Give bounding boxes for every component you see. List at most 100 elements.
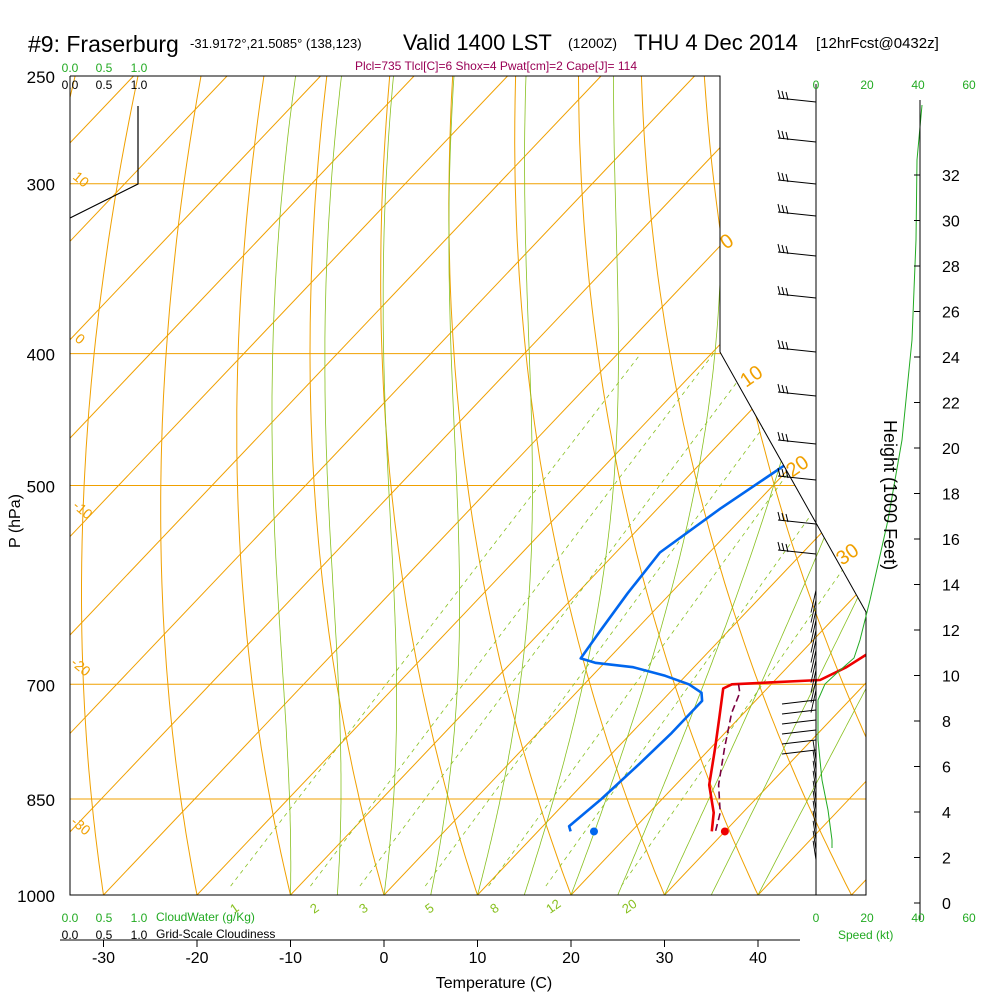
wind-barb-flag xyxy=(785,543,789,553)
isotherm-line xyxy=(70,76,321,895)
wind-barb xyxy=(812,740,817,761)
isotherm-line xyxy=(70,76,602,895)
cloud-cover-line xyxy=(69,106,139,219)
surface-dewpoint-dot xyxy=(589,827,598,836)
moist-adiabat-line xyxy=(430,76,461,895)
height-tick-label: 2 xyxy=(942,851,951,868)
wind-barb xyxy=(810,669,817,693)
cloudwater-scale-label: 0.5 xyxy=(96,61,113,75)
height-tick-label: 22 xyxy=(942,396,960,413)
dry-adiabat-label: -20 xyxy=(68,654,94,679)
temperature-tick-label: 40 xyxy=(749,950,767,967)
cloudiness-scale-label: 1.0 xyxy=(131,928,148,942)
wind-barb xyxy=(812,820,817,841)
dry-adiabat-label: -10 xyxy=(70,497,96,522)
cloud-scales: 0.0 0.5 1.0 0.0 0.5 1.0 0.0 0.5 1.0 0.0 0.5 1.0 xyxy=(62,61,148,942)
wind-barb xyxy=(812,780,817,801)
dry-adiabat-line xyxy=(577,76,759,895)
temperature-tick-label: -30 xyxy=(92,950,115,967)
wind-barb-flag xyxy=(785,205,789,215)
cloud-profile xyxy=(69,106,139,219)
temperature-line xyxy=(707,121,866,832)
mixing-ratio-label: 2 xyxy=(307,900,322,916)
height-tick-label: 32 xyxy=(942,168,960,185)
isotherm-line xyxy=(70,76,508,895)
valid-time: Valid 1400 LST xyxy=(403,30,552,55)
isotherm-line xyxy=(70,76,789,895)
cloudiness-scale-label: 0.5 xyxy=(96,78,113,92)
height-tick-label: 8 xyxy=(942,714,951,731)
pressure-tick-label: 850 xyxy=(27,791,55,810)
speed-scale-label: 20 xyxy=(860,911,874,925)
wind-barb-flag xyxy=(781,340,785,350)
temperature-tick-label: 20 xyxy=(562,950,580,967)
dry-adiabat-line xyxy=(448,76,572,895)
wind-barb-flag xyxy=(785,469,789,479)
height-tick-label: 6 xyxy=(942,760,951,777)
wind-barb-flag xyxy=(777,203,781,213)
moist-adiabat-line xyxy=(617,76,849,895)
temperature-tick-label: -20 xyxy=(185,950,208,967)
wind-barb xyxy=(810,679,817,703)
height-tick-label: 16 xyxy=(942,532,960,549)
parcel-line xyxy=(714,684,741,832)
moist-adiabat-line xyxy=(523,76,619,895)
speed-scales: 0 20 40 600 20 40 60 xyxy=(813,78,976,925)
wind-barb-flag xyxy=(777,89,781,99)
moist-adiabat-line xyxy=(271,76,300,895)
wind-barb xyxy=(812,810,817,831)
wind-barb-flag xyxy=(777,541,781,551)
surface-temperature-dot xyxy=(720,827,729,836)
wind-barb-flag xyxy=(785,513,789,523)
wind-barb-flag xyxy=(785,385,789,395)
wind-barb xyxy=(810,649,817,673)
pressure-axis-label: P (hPa) xyxy=(7,494,24,548)
dewpoint-line xyxy=(567,121,866,832)
wind-barb-flag xyxy=(781,384,785,394)
speed-scale-label: 40 xyxy=(911,78,925,92)
height-tick-label: 28 xyxy=(942,259,960,276)
wind-barb-flag xyxy=(781,90,785,100)
wind-barb xyxy=(810,589,817,613)
height-tick-label: 12 xyxy=(942,623,960,640)
wind-barb-flag xyxy=(777,511,781,521)
wind-barb xyxy=(781,729,817,735)
wind-barb-flag xyxy=(785,341,789,351)
height-tick-label: 4 xyxy=(942,805,951,822)
temperature-tick-label: 10 xyxy=(469,950,487,967)
temperature-tick-label: 0 xyxy=(380,950,389,967)
cloudiness-scale-label: 0.0 xyxy=(62,928,79,942)
pressure-ticks: 250 300 400 500 700 850 1000 xyxy=(17,68,55,906)
cloudwater-label: CloudWater (g/Kg) xyxy=(156,910,255,924)
height-tick-label: 24 xyxy=(942,350,960,367)
moist-adiabat-line xyxy=(324,76,345,895)
speed-scale-label: 40 xyxy=(911,911,925,925)
cloudiness-scale-label: 0.0 xyxy=(62,78,79,92)
dry-adiabat-line xyxy=(826,76,866,895)
wind-barb xyxy=(781,719,817,725)
moist-adiabat-line xyxy=(477,76,533,895)
isotherm-line xyxy=(70,76,695,895)
wind-barb xyxy=(810,659,817,683)
wind-barb-flag xyxy=(781,432,785,442)
wind-barb-flag xyxy=(785,131,789,141)
mixing-ratio-line xyxy=(424,353,818,887)
dry-adiabat-label: 10 xyxy=(70,168,92,190)
moist-adiabat-label: 10 xyxy=(736,361,767,392)
mixing-ratio-line xyxy=(230,353,642,887)
pressure-tick-label: 300 xyxy=(27,176,55,195)
wind-barb xyxy=(810,619,817,643)
dry-adiabat-line xyxy=(309,76,385,895)
moist-adiabat-line xyxy=(710,76,866,895)
pressure-tick-label: 700 xyxy=(27,676,55,695)
isotherm-line xyxy=(290,76,866,895)
wind-barb-flag xyxy=(777,383,781,393)
wind-barb xyxy=(810,599,817,623)
wind-speed-line xyxy=(817,104,923,848)
wind-barb-flag xyxy=(781,244,785,254)
wind-barb xyxy=(810,629,817,653)
wind-barb-flag xyxy=(777,171,781,181)
isotherm-line xyxy=(851,76,866,895)
